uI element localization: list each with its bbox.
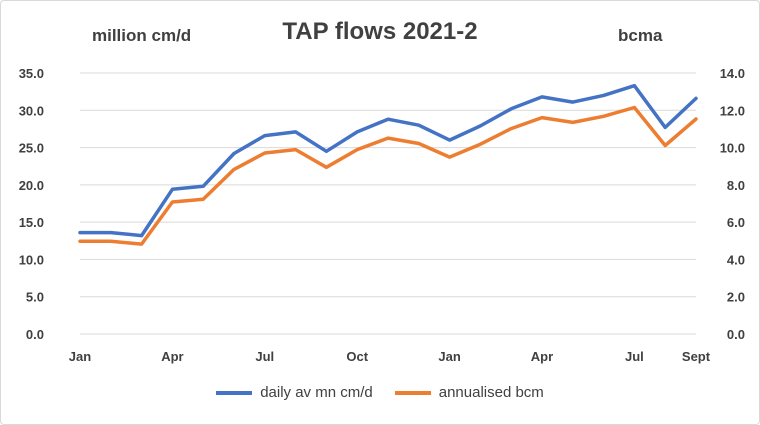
y-right-tick-label: 2.0 xyxy=(727,290,745,305)
y-right-tick-label: 12.0 xyxy=(720,103,745,118)
y-left-tick-label: 5.0 xyxy=(26,290,44,305)
y-right-tick-label: 8.0 xyxy=(727,178,745,193)
legend-label-annualised: annualised bcm xyxy=(438,384,544,401)
series-line-annualised xyxy=(78,105,698,246)
legend-swatch-annualised xyxy=(394,390,431,395)
x-tick-label: Jan xyxy=(69,349,91,364)
legend-label-daily: daily av mn cm/d xyxy=(260,384,373,401)
x-tick-label: Sept xyxy=(682,349,711,364)
y-left-tick-label: 10.0 xyxy=(19,252,44,267)
x-tick-label: Apr xyxy=(161,349,183,364)
legend-item-annualised: annualised bcm xyxy=(394,384,544,401)
x-tick-label: Oct xyxy=(346,349,368,364)
y-right-tick-label: 14.0 xyxy=(720,66,745,81)
y-left-tick-label: 0.0 xyxy=(26,327,44,342)
x-tick-label: Jan xyxy=(438,349,460,364)
x-tick-label: Jul xyxy=(255,349,274,364)
right-axis-unit-label: bcma xyxy=(618,26,663,45)
y-right-tick-label: 0.0 xyxy=(727,327,745,342)
x-tick-label: Apr xyxy=(531,349,553,364)
y-left-tick-label: 30.0 xyxy=(19,103,44,118)
y-left-tick-label: 35.0 xyxy=(19,66,44,81)
legend-swatch-daily xyxy=(216,390,253,395)
chart-title: TAP flows 2021-2 xyxy=(282,18,478,45)
chart-legend: daily av mn cm/d annualised bcm xyxy=(0,384,760,401)
legend-item-daily: daily av mn cm/d xyxy=(216,384,373,401)
left-axis-unit-label: million cm/d xyxy=(92,26,192,45)
y-right-tick-label: 6.0 xyxy=(727,215,745,230)
y-right-tick-label: 4.0 xyxy=(727,252,745,267)
y-left-tick-label: 20.0 xyxy=(19,178,44,193)
y-left-tick-label: 25.0 xyxy=(19,141,44,156)
y-right-tick-label: 10.0 xyxy=(720,141,745,156)
x-tick-label: Jul xyxy=(625,349,644,364)
series-line-daily xyxy=(78,83,698,238)
y-left-tick-label: 15.0 xyxy=(19,215,44,230)
